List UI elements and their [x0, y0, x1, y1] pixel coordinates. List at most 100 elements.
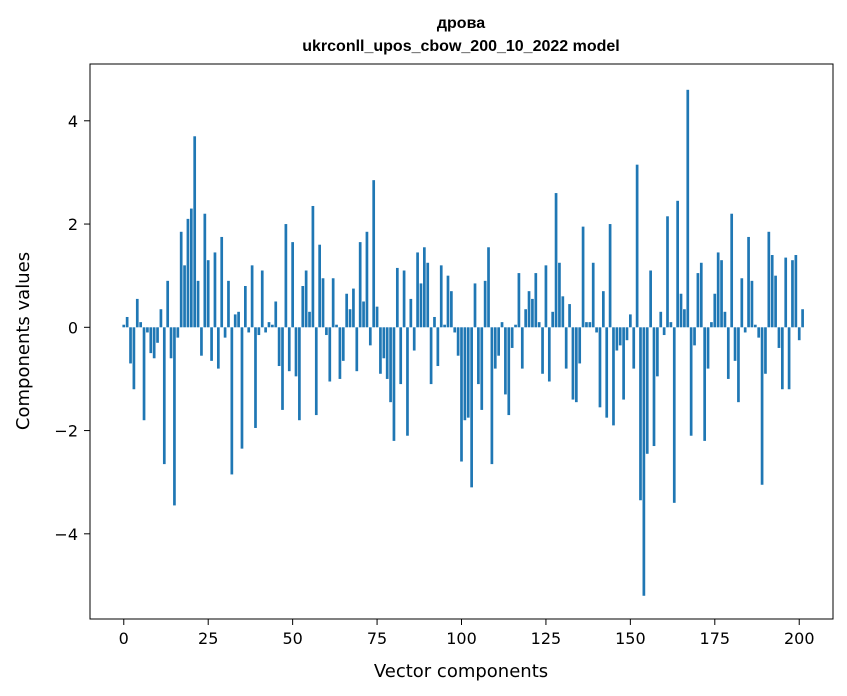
bar-153	[639, 327, 642, 501]
bar-164	[676, 200, 679, 328]
bar-121	[531, 298, 534, 328]
bar-119	[524, 309, 528, 328]
bar-133	[571, 327, 575, 400]
bar-77	[382, 327, 386, 359]
bar-111	[497, 327, 500, 356]
chart-title: дрова	[437, 15, 485, 32]
bar-76	[379, 327, 382, 374]
bar-30	[223, 327, 227, 338]
bar-128	[554, 193, 558, 328]
bar-69	[355, 327, 359, 372]
bar-115	[510, 327, 514, 348]
bar-83	[402, 270, 406, 328]
bar-49	[287, 327, 291, 372]
bar-177	[720, 260, 723, 328]
bar-78	[385, 327, 389, 379]
bar-167	[686, 89, 690, 328]
bar-124	[541, 327, 544, 374]
bar-159	[659, 311, 663, 328]
bar-75	[375, 306, 379, 328]
bar-93	[436, 327, 440, 367]
bar-19	[186, 218, 190, 328]
bar-114	[507, 327, 511, 416]
bar-17	[179, 231, 183, 328]
bar-37	[247, 327, 251, 333]
bar-21	[193, 136, 197, 328]
y-tick-label-4: 4	[68, 112, 78, 131]
bar-56	[311, 205, 315, 328]
bar-134	[574, 327, 578, 403]
bar-109	[490, 327, 494, 465]
bar-47	[281, 327, 284, 410]
bar-59	[321, 278, 325, 328]
bar-116	[514, 324, 517, 328]
bar-89	[423, 247, 426, 328]
bar-92	[433, 316, 436, 328]
bar-82	[399, 327, 403, 385]
bar-5	[139, 322, 143, 328]
bar-151	[632, 327, 636, 369]
bar-0	[122, 324, 126, 328]
bar-187	[753, 324, 757, 328]
bar-36	[244, 286, 247, 328]
bar-113	[504, 327, 507, 395]
bar-201	[801, 309, 804, 328]
bar-174	[710, 322, 713, 328]
bar-73	[368, 327, 372, 346]
bar-99	[456, 327, 460, 356]
bar-16	[176, 327, 180, 338]
bar-176	[716, 252, 720, 328]
bar-18	[183, 265, 186, 328]
bar-33	[233, 314, 237, 328]
bar-2	[129, 327, 132, 364]
bar-106	[480, 327, 484, 410]
bar-132	[568, 304, 571, 328]
bar-107	[483, 280, 487, 328]
bar-199	[794, 255, 798, 328]
bar-48	[284, 224, 288, 328]
bar-25	[206, 260, 210, 328]
bar-165	[679, 293, 683, 328]
y-tick-label--2: −2	[54, 422, 78, 441]
bar-192	[770, 255, 774, 328]
bar-175	[713, 293, 717, 328]
x-tick-label-150: 150	[615, 629, 646, 648]
bar-173	[706, 327, 710, 369]
bar-14	[169, 327, 173, 359]
bar-120	[527, 291, 531, 328]
bar-170	[696, 273, 700, 328]
bar-95	[443, 324, 446, 328]
bar-65	[341, 327, 345, 361]
bar-105	[477, 327, 480, 385]
bar-67	[348, 309, 352, 328]
bar-98	[453, 327, 457, 333]
bar-129	[558, 262, 561, 328]
bar-40	[257, 327, 261, 336]
bar-68	[352, 288, 355, 328]
bar-168	[689, 327, 693, 436]
bar-90	[426, 262, 430, 328]
bar-12	[162, 327, 166, 465]
bar-179	[726, 327, 730, 379]
bar-85	[409, 298, 413, 328]
bar-44	[271, 324, 274, 328]
bar-197	[787, 327, 791, 390]
bar-156	[649, 270, 652, 328]
bar-178	[723, 311, 727, 328]
chart-subtitle: ukrconll_upos_cbow_200_10_2022 model	[302, 38, 619, 55]
bar-9	[152, 327, 156, 359]
bar-43	[267, 322, 271, 328]
bar-46	[277, 327, 281, 367]
bar-158	[656, 327, 659, 377]
bar-79	[389, 327, 392, 403]
bar-123	[537, 322, 541, 328]
bar-188	[757, 327, 761, 338]
y-axis-label: Components values	[13, 252, 34, 430]
bar-112	[500, 322, 504, 328]
bar-26	[210, 327, 213, 361]
bar-11	[159, 309, 163, 328]
bar-24	[203, 213, 207, 328]
bar-182	[737, 327, 740, 403]
bar-31	[227, 280, 230, 328]
x-tick-label-0: 0	[119, 629, 129, 648]
